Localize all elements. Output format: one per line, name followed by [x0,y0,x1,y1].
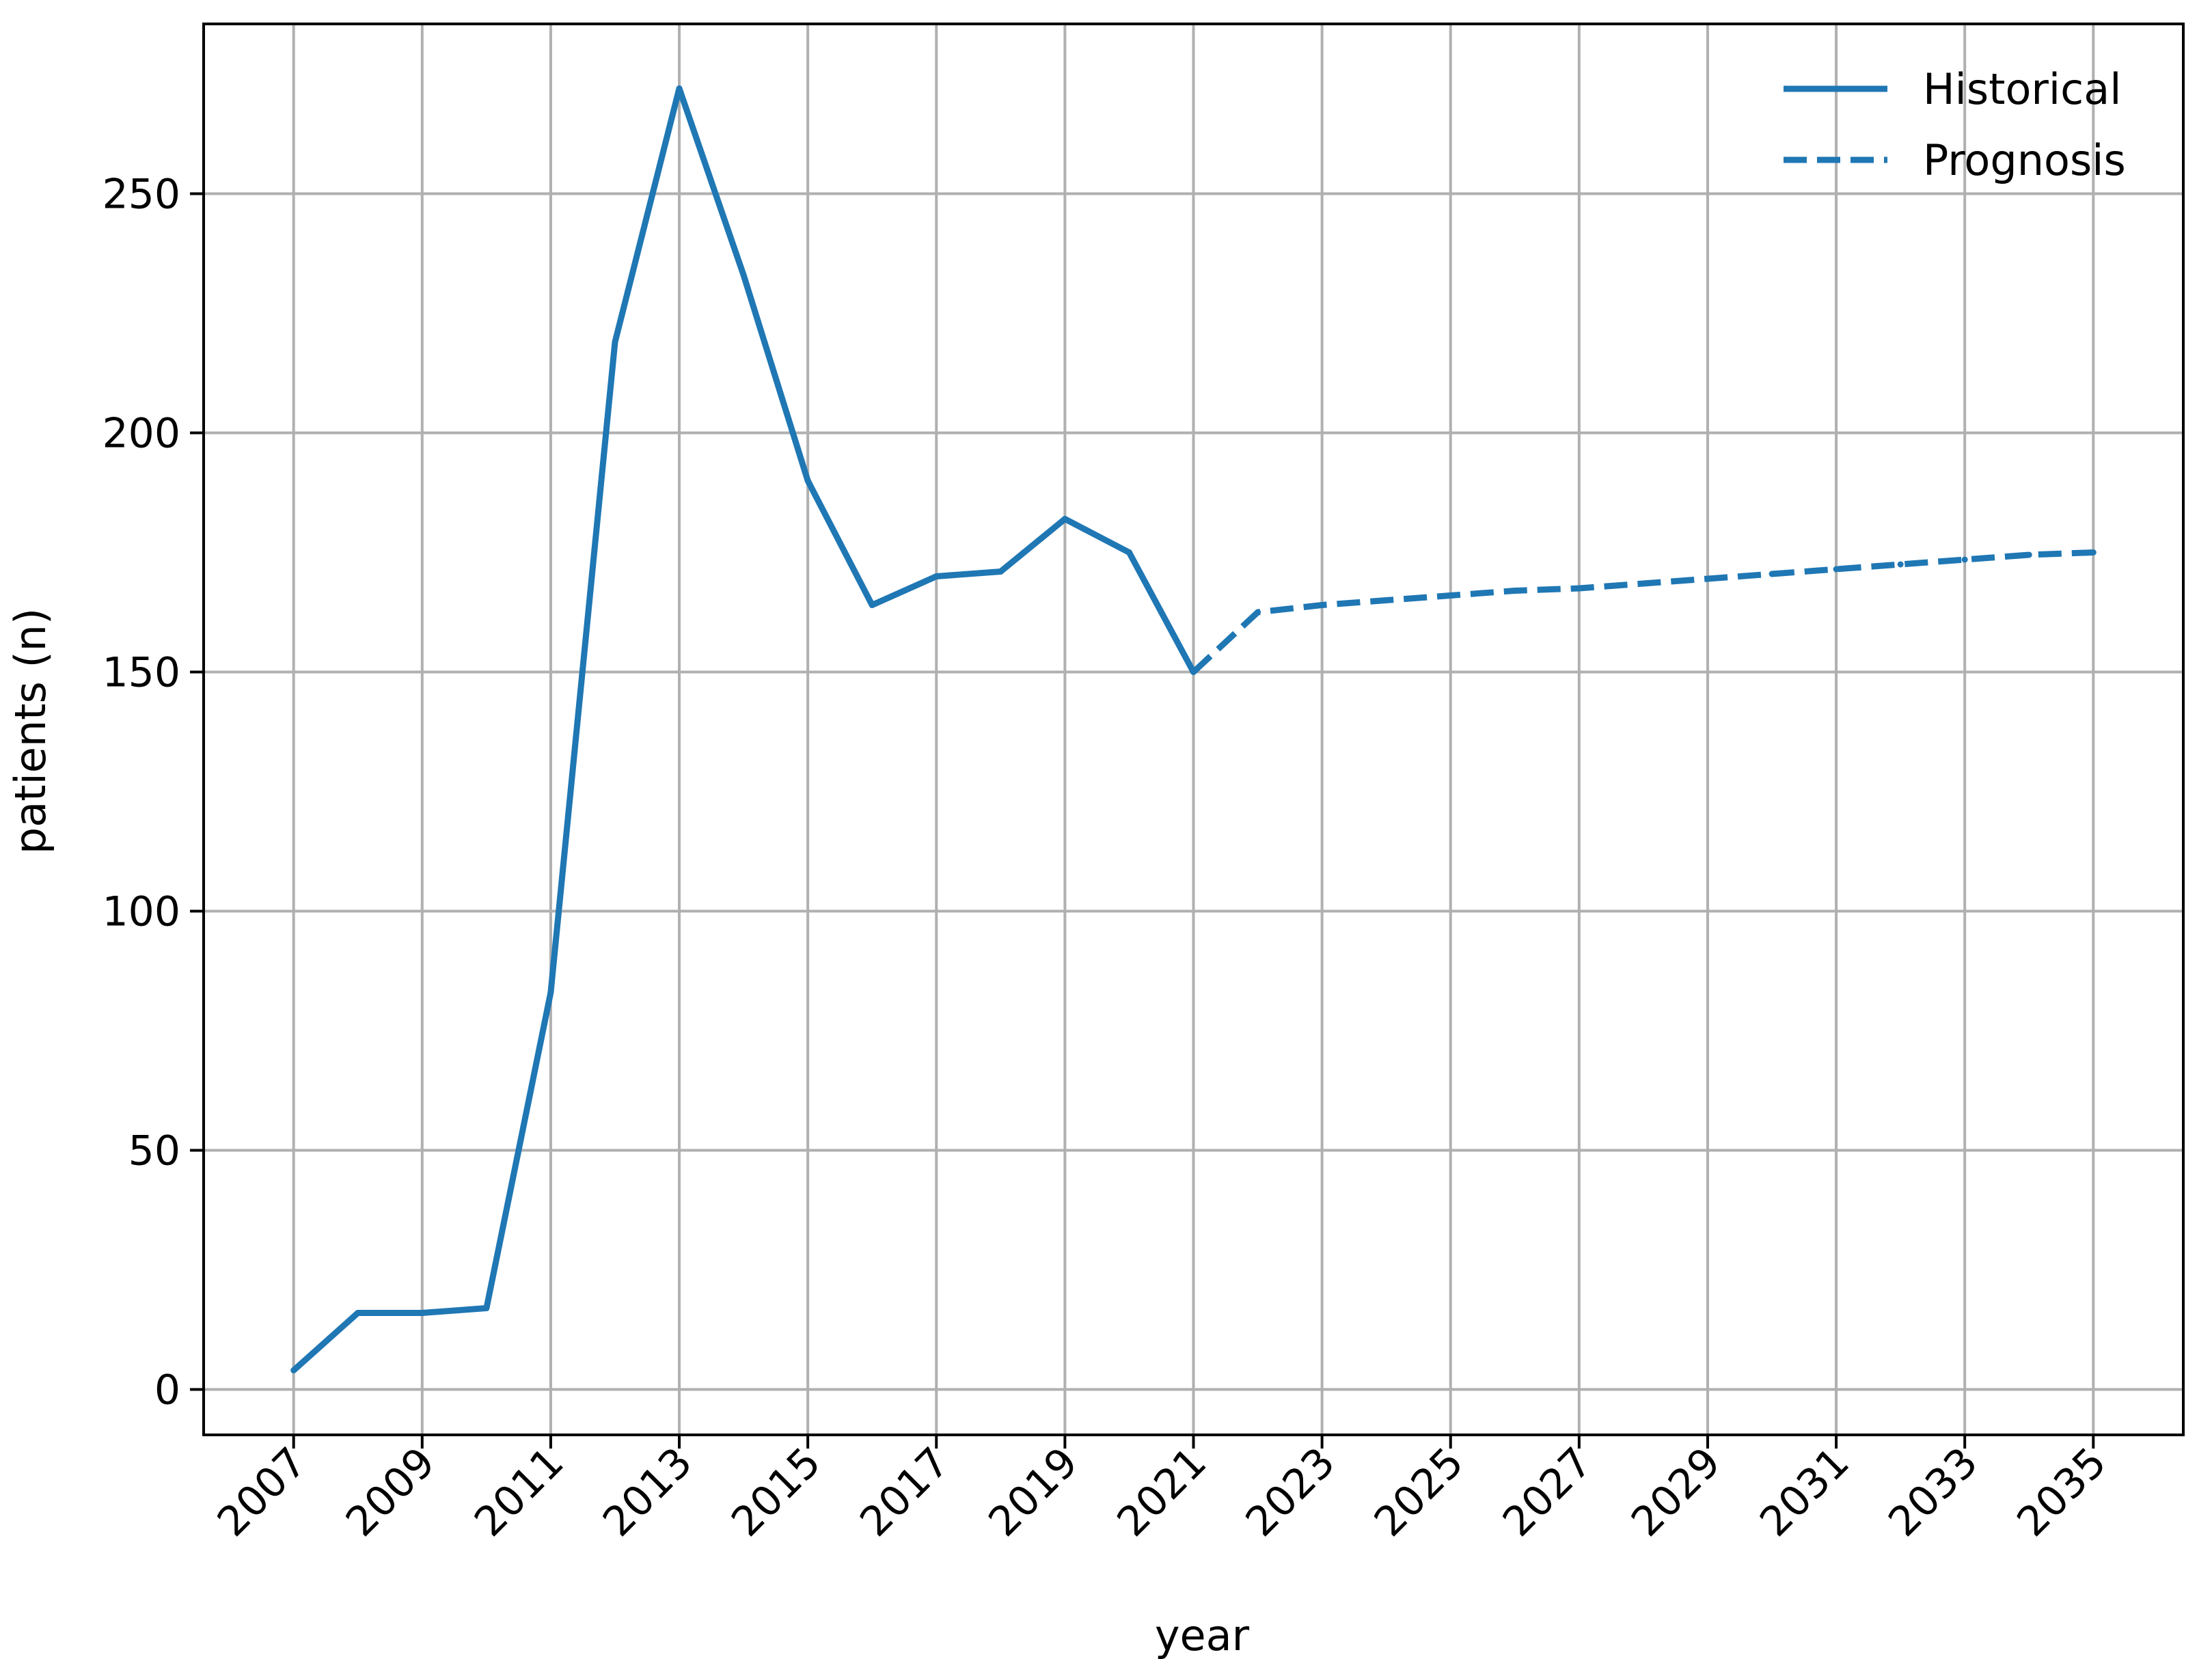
data-point-prognosis [1576,585,1583,592]
legend-label-historical: Historical [1923,64,2121,114]
data-point-historical [1061,516,1068,522]
data-point-prognosis [1833,566,1840,573]
data-point-prognosis [1769,571,1775,577]
data-point-historical [290,1367,297,1373]
data-point-historical [804,478,811,484]
data-point-prognosis [1319,602,1326,608]
y-tick-label: 200 [102,410,180,458]
data-point-prognosis [1447,592,1454,599]
y-tick-label: 150 [102,649,180,697]
data-point-historical [419,1310,426,1316]
data-point-historical [740,272,747,278]
x-axis-label: year [1155,1610,1250,1659]
data-point-historical [933,573,940,579]
y-tick-label: 50 [128,1127,180,1175]
data-point-prognosis [2025,551,2032,558]
y-tick-label: 100 [102,888,180,936]
grid [204,24,2183,1435]
y-tick-label: 250 [102,171,180,219]
data-point-historical [676,85,683,92]
data-point-prognosis [1961,556,1968,563]
data-point-prognosis [2090,549,2097,556]
data-point-historical [547,989,554,996]
legend-label-prognosis: Prognosis [1923,135,2126,185]
data-point-prognosis [1383,597,1390,603]
data-point-historical [997,568,1004,575]
data-point-prognosis [1512,588,1518,594]
data-point-prognosis [1190,669,1197,675]
data-point-historical [612,339,618,345]
data-point-historical [1125,549,1132,556]
y-axis-label: patients (n) [5,608,55,854]
data-point-prognosis [1640,580,1647,587]
y-tick-label: 0 [154,1367,180,1414]
y-axis-ticks: 0 50 100 150 200 250 [102,171,204,1414]
data-point-prognosis [1897,561,1904,568]
data-point-historical [355,1310,361,1316]
series-layer [290,85,2097,1373]
legend: Historical Prognosis [1784,64,2126,185]
data-point-prognosis [1255,609,1261,616]
data-point-historical [869,602,875,608]
data-point-prognosis [1704,575,1711,582]
data-point-historical [483,1305,490,1311]
